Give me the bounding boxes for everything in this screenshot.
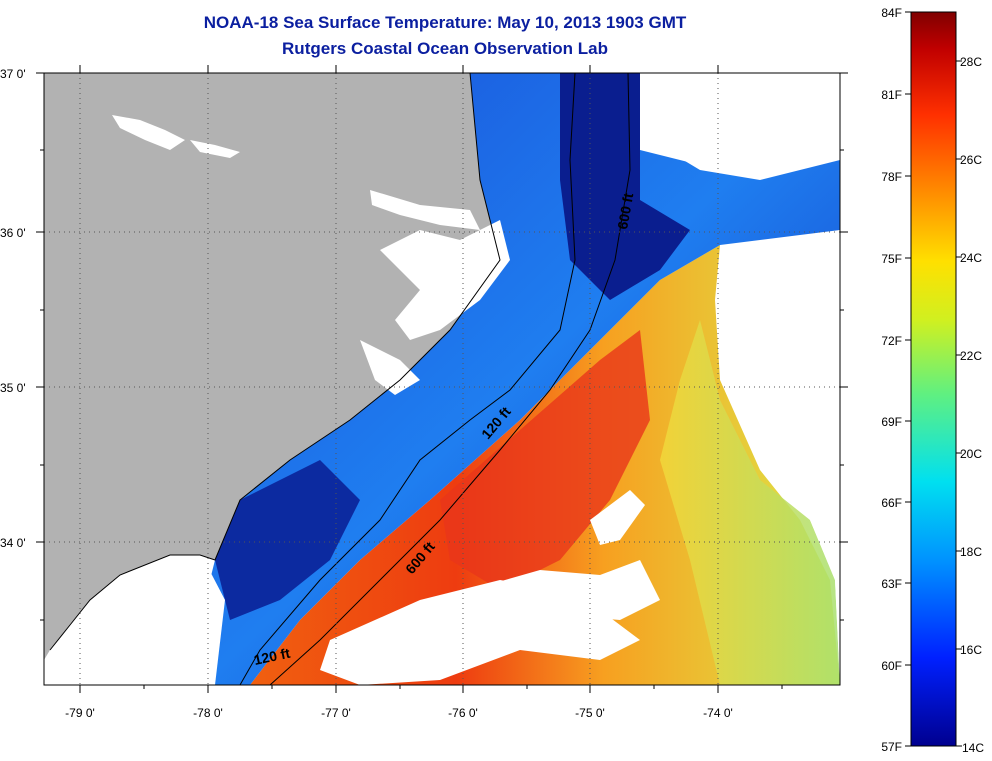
colorbar-c-label: 22C [960,349,982,363]
lat-label: 34 0' [0,536,26,550]
cold-core [560,73,690,300]
contour-120ft [239,73,576,685]
colorbar-f-label: 81F [881,88,902,102]
cold-core-south [215,460,360,620]
lat-label: 35 0' [0,381,26,395]
map-subtitle: Rutgers Coastal Ocean Observation Lab [282,39,608,58]
colorbar-f-label: 63F [881,577,902,591]
colorbar-c-label: 18C [960,545,982,559]
colorbar-c-label: 24C [960,251,982,265]
pamlico-sound [380,220,510,340]
contour-600ft [269,73,631,685]
contour-label: 120 ft [252,645,291,668]
colorbar-f-label: 57F [881,740,902,754]
lon-label: -75 0' [575,706,605,720]
warm-core [440,330,650,590]
lon-label: -79 0' [65,706,95,720]
colorbar-f-labels: 84F 81F 78F 75F 72F 69F 66F 63F 60F 57F [881,6,902,754]
lat-label: 36 0' [0,226,26,240]
inland-lake [190,140,240,158]
land-north-carolina [44,73,500,660]
lon-label: -77 0' [321,706,351,720]
colorbar-c-label: 16C [960,643,982,657]
colorbar-f-label: 60F [881,659,902,673]
graticule [44,73,840,685]
map-title: NOAA-18 Sea Surface Temperature: May 10,… [203,13,687,32]
lon-ticks [79,65,783,693]
colorbar-c-labels: 28C 26C 24C 22C 20C 18C 16C 14C [960,55,984,755]
colorbar-ticks [905,11,962,747]
colorbar-c-label: 28C [960,55,982,69]
cloud-gap [760,230,840,685]
lon-label: -78 0' [193,706,223,720]
cloud-gap [590,490,645,545]
lon-label: -74 0' [703,706,733,720]
inland-lake [112,115,185,150]
lat-label: 37 0' [0,67,26,81]
offshore-yellow-water [660,320,840,685]
colorbar-f-label: 84F [881,6,902,20]
map-border [43,72,841,686]
colorbar-f-label: 78F [881,170,902,184]
colorbar-c-label: 14C [962,741,984,755]
albemarle-sound [370,190,480,230]
lon-label: -76 0' [448,706,478,720]
neuse-river [360,340,420,395]
colorbar-f-label: 75F [881,252,902,266]
cloud-gap [640,73,840,180]
lat-ticks [36,72,848,621]
colorbar-c-label: 26C [960,153,982,167]
cloud-gap [470,560,660,620]
colorbar [910,11,957,747]
colorbar-c-label: 20C [960,447,982,461]
colorbar-f-label: 66F [881,496,902,510]
coastline [49,73,501,651]
contour-label: 600 ft [614,191,636,230]
colorbar-f-label: 72F [881,334,902,348]
colorbar-f-label: 69F [881,415,902,429]
